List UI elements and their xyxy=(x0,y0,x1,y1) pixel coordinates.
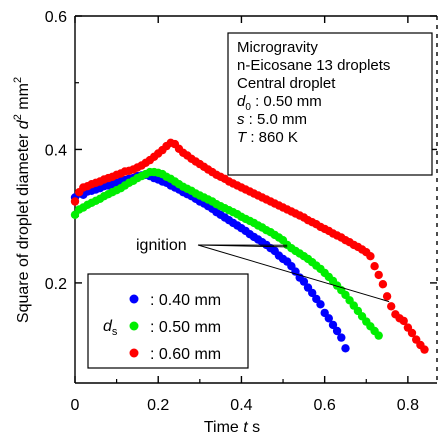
y-tick-label: 0.4 xyxy=(45,142,67,159)
y-title-unit-exponent: 2 xyxy=(12,77,24,83)
legend-marker-0.50 xyxy=(129,321,139,331)
x-axis-title: Time t s xyxy=(204,419,260,436)
data-point-series-2 xyxy=(420,345,429,354)
y-title-text: Square of droplet diameter xyxy=(15,133,32,323)
data-point-series-2 xyxy=(407,328,417,338)
T-symbol: T xyxy=(237,129,248,146)
data-point-series-2 xyxy=(378,280,388,289)
legend-marker-0.40 xyxy=(129,294,139,304)
ignition-leader-lines xyxy=(197,244,390,303)
data-point-series-2 xyxy=(374,270,383,280)
info-line-T: T : 860 K xyxy=(237,129,298,146)
data-point-series-2 xyxy=(399,316,408,326)
y-title-unit: mm xyxy=(15,83,32,110)
data-point-series-0 xyxy=(308,288,317,298)
data-point-series-0 xyxy=(299,277,309,286)
legend-label-0.40: : 0.40 mm xyxy=(150,292,221,309)
legend-frame xyxy=(87,273,249,369)
x-tick-label: 0.6 xyxy=(314,397,336,414)
info-line-microgravity: Microgravity xyxy=(237,39,318,56)
y-title-symbol: d xyxy=(15,119,32,129)
data-point-series-0 xyxy=(328,320,338,330)
legend-symbol: ds xyxy=(103,318,118,338)
legend-label-0.50: : 0.50 mm xyxy=(150,319,221,336)
x-tick-labels: 0 0.2 0.4 0.6 0.8 xyxy=(71,397,420,414)
y-tick-labels: 0.2 0.4 0.6 xyxy=(45,9,67,293)
d0-subscript: 0 xyxy=(245,102,251,113)
d0-value: : 0.50 mm xyxy=(251,93,322,110)
y-tick-label: 0.2 xyxy=(45,276,67,293)
legend-marker-0.60 xyxy=(129,348,139,358)
info-line-central: Central droplet xyxy=(237,75,336,92)
ignition-leader-line xyxy=(197,244,390,303)
s-value: : 5.0 mm xyxy=(245,111,308,128)
data-point-series-2 xyxy=(70,197,80,206)
data-point-series-0 xyxy=(341,344,350,353)
data-point-series-2 xyxy=(366,252,375,261)
info-line-s: s : 5.0 mm xyxy=(237,111,307,128)
data-point-series-2 xyxy=(370,262,379,271)
x-tick-label: 0.2 xyxy=(147,397,169,414)
legend-d-subscript: s xyxy=(112,326,118,338)
data-point-series-0 xyxy=(324,314,333,323)
data-point-series-2 xyxy=(382,292,392,301)
y-axis-title: Square of droplet diameter d2 mm2 xyxy=(12,77,32,323)
data-point-series-1 xyxy=(374,331,383,340)
ignition-label: ignition xyxy=(136,237,187,254)
T-value: : 860 K xyxy=(246,129,298,146)
info-line-d0: d0 : 0.50 mm xyxy=(237,93,322,113)
s-symbol: s xyxy=(237,111,245,128)
legend-d-symbol: d xyxy=(103,318,113,335)
data-point-series-0 xyxy=(337,333,346,342)
info-box: Microgravity n-Eicosane 13 droplets Cent… xyxy=(227,32,433,176)
data-point-series-2 xyxy=(387,302,396,311)
d0-symbol: d xyxy=(237,93,246,110)
legend-label-0.60: : 0.60 mm xyxy=(150,346,221,363)
legend: ds : 0.40 mm : 0.50 mm : 0.60 mm xyxy=(87,273,249,369)
x-tick-label: 0.8 xyxy=(397,397,419,414)
y-title-exponent: 2 xyxy=(12,114,24,120)
x-title-text: Time xyxy=(204,419,239,436)
x-tick-label: 0 xyxy=(71,397,80,414)
data-point-series-0 xyxy=(332,326,342,336)
info-line-fuel: n-Eicosane 13 droplets xyxy=(237,57,390,74)
x-tick-label: 0.4 xyxy=(230,397,252,414)
tick-marks xyxy=(74,15,437,383)
info-box-frame xyxy=(227,32,433,176)
ignition-annotation: ignition xyxy=(136,237,390,303)
data-point-series-0 xyxy=(316,300,325,309)
x-title-symbol: t xyxy=(243,419,248,436)
x-title-unit: s xyxy=(252,419,260,436)
y-tick-label: 0.6 xyxy=(45,9,67,26)
